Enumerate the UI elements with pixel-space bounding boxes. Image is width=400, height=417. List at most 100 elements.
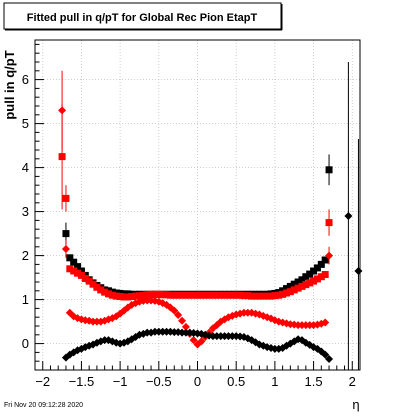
- data-point: [151, 290, 159, 298]
- data-point: [108, 291, 116, 299]
- data-point: [275, 291, 283, 299]
- x-axis-label: η: [352, 397, 359, 412]
- data-point: [321, 350, 330, 359]
- data-point: [77, 271, 85, 279]
- data-point: [194, 291, 201, 299]
- data-point: [248, 292, 256, 300]
- x-tick-label: 1.5: [305, 374, 323, 389]
- data-point: [85, 277, 93, 285]
- data-point: [74, 269, 82, 277]
- data-layer: [58, 62, 363, 370]
- data-point: [170, 291, 178, 299]
- data-point: [132, 292, 140, 300]
- data-point: [302, 273, 310, 281]
- data-point: [97, 286, 105, 294]
- data-point: [123, 337, 132, 346]
- data-point: [228, 291, 236, 299]
- x-tick-label: −2: [35, 374, 50, 389]
- axes: −2 −1.5 −1 −0.5 0 0.5 1 1.5 2 0 1 2 3 4 5 6: [22, 43, 361, 389]
- y-tick-label: 2: [22, 248, 29, 263]
- data-point: [286, 282, 294, 290]
- data-point: [205, 291, 213, 299]
- y-tick-label: 3: [22, 204, 29, 219]
- chart-title: Fitted pull in q/pT for Global Rec Pion …: [27, 12, 258, 24]
- timestamp-footer: Fri Nov 20 09:12:28 2020: [4, 402, 83, 409]
- data-point: [81, 274, 89, 282]
- y-tick-label: 6: [22, 72, 29, 87]
- data-point: [139, 291, 147, 299]
- data-point: [178, 316, 187, 325]
- data-point: [244, 292, 252, 300]
- data-point: [232, 291, 240, 299]
- data-point: [290, 286, 298, 294]
- data-point: [290, 280, 298, 288]
- data-point: [313, 275, 321, 283]
- y-tick-label: 4: [22, 160, 29, 175]
- data-point: [143, 291, 151, 299]
- data-point: [174, 291, 182, 299]
- data-point: [159, 291, 167, 299]
- data-point: [70, 267, 78, 275]
- data-point: [58, 153, 66, 161]
- data-point: [182, 291, 190, 299]
- data-point: [128, 293, 136, 301]
- data-point: [317, 260, 325, 268]
- data-point: [286, 288, 294, 296]
- data-point: [252, 292, 260, 300]
- x-tick-label: 0: [194, 374, 201, 389]
- y-tick-label: 5: [22, 116, 29, 131]
- data-series: [58, 103, 333, 301]
- data-point: [186, 291, 194, 299]
- data-point: [298, 282, 306, 290]
- x-tick-label: −1: [113, 374, 128, 389]
- data-point: [271, 292, 279, 300]
- data-point: [170, 306, 179, 315]
- data-point: [313, 264, 321, 272]
- data-point: [282, 285, 290, 293]
- y-axis-label: pull in q/pT: [2, 50, 17, 119]
- data-point: [166, 291, 174, 299]
- data-point: [344, 212, 353, 220]
- data-point: [181, 322, 190, 331]
- data-point: [321, 256, 329, 264]
- data-point: [282, 289, 290, 297]
- data-point: [178, 291, 186, 299]
- data-point: [240, 292, 248, 300]
- y-tick-label: 0: [22, 336, 29, 351]
- data-point: [155, 290, 163, 298]
- data-point: [325, 219, 333, 227]
- data-point: [163, 291, 171, 299]
- data-point: [310, 267, 318, 275]
- data-point: [255, 292, 263, 300]
- data-point: [306, 270, 314, 278]
- data-point: [201, 291, 209, 299]
- data-point: [135, 292, 143, 300]
- y-tick-label: 1: [22, 292, 29, 307]
- data-point: [89, 280, 97, 288]
- data-point: [217, 291, 225, 299]
- x-tick-label: −1.5: [69, 374, 95, 389]
- data-point: [70, 258, 78, 266]
- data-point: [197, 337, 206, 346]
- data-point: [197, 291, 205, 299]
- data-point: [209, 291, 217, 299]
- data-point: [62, 230, 70, 238]
- data-point: [66, 254, 74, 262]
- data-point: [321, 271, 329, 279]
- data-point: [306, 279, 314, 287]
- data-point: [267, 292, 275, 300]
- data-point: [279, 290, 287, 298]
- data-point: [116, 293, 124, 301]
- data-point: [294, 284, 302, 292]
- data-point: [101, 288, 109, 296]
- data-point: [325, 355, 334, 363]
- data-point: [112, 292, 120, 300]
- data-point: [302, 281, 310, 289]
- data-point: [105, 290, 113, 298]
- data-point: [189, 336, 198, 345]
- data-point: [124, 293, 132, 301]
- data-point: [147, 290, 155, 298]
- data-point: [263, 292, 271, 300]
- data-point: [62, 194, 70, 202]
